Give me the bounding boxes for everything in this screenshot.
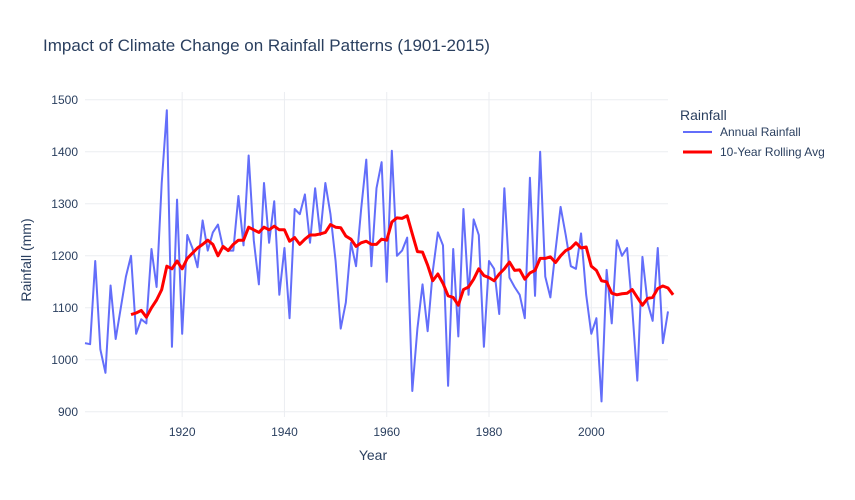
plot-area: [84, 109, 675, 403]
legend[interactable]: Rainfall Annual Rainfall 10-Year Rolling…: [680, 107, 825, 159]
x-axis-title: Year: [359, 447, 388, 463]
series-line-annual-rainfall[interactable]: [84, 109, 669, 403]
y-tick-label: 1300: [51, 197, 78, 211]
y-tick-label: 1200: [51, 249, 78, 263]
x-tick-label: 1960: [373, 425, 400, 439]
x-tick-label: 1940: [271, 425, 298, 439]
grid: [85, 92, 668, 417]
series-line-rolling-avg[interactable]: [130, 214, 675, 319]
legend-title: Rainfall: [680, 107, 727, 123]
x-tick-label: 2000: [578, 425, 605, 439]
axis-ticks: 900 1000 1100 1200 1300 1400 1500 1920 1940 1960 1…: [51, 93, 605, 439]
legend-label-annual-rainfall[interactable]: Annual Rainfall: [720, 125, 801, 139]
y-tick-label: 1500: [51, 93, 78, 107]
y-tick-label: 1100: [52, 301, 78, 315]
y-tick-label: 1000: [51, 353, 78, 367]
y-tick-label: 900: [58, 405, 78, 419]
x-tick-label: 1980: [476, 425, 503, 439]
y-axis-title: Rainfall (mm): [18, 218, 34, 301]
y-tick-label: 1400: [51, 145, 78, 159]
chart-title: Impact of Climate Change on Rainfall Pat…: [43, 36, 490, 55]
x-tick-label: 1920: [169, 425, 196, 439]
legend-label-rolling-avg[interactable]: 10-Year Rolling Avg: [720, 145, 825, 159]
